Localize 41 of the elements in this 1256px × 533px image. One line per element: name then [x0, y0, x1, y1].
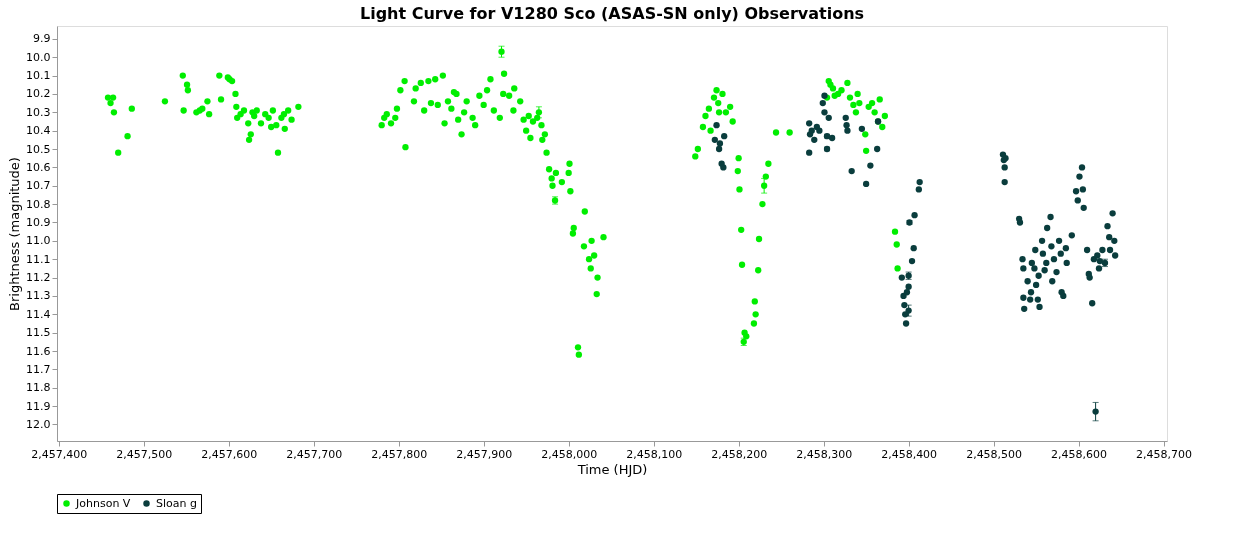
y-tick-label: 10.0 [26, 50, 51, 64]
x-tick-label: 2,458,700 [1136, 447, 1193, 461]
x-tick-label: 2,458,400 [881, 447, 938, 461]
y-tick-label: 11.5 [26, 326, 51, 340]
y-tick-label: 11.0 [26, 234, 51, 248]
x-axis-title: Time (HJD) [576, 461, 648, 477]
y-tick-label: 10.6 [26, 160, 51, 174]
legend-label: Johnson V [75, 496, 131, 510]
x-tick-label: 2,458,200 [711, 447, 768, 461]
y-tick-label: 11.9 [26, 399, 51, 413]
y-tick-label: 11.4 [26, 307, 51, 321]
y-tick-label: 11.8 [26, 381, 51, 395]
x-tick-label: 2,458,500 [966, 447, 1023, 461]
x-tick-label: 2,457,500 [116, 447, 173, 461]
legend-label: Sloan g [156, 496, 197, 510]
y-tick-label: 11.6 [26, 344, 51, 358]
x-tick-label: 2,458,600 [1051, 447, 1108, 461]
y-tick-label: 12.0 [26, 417, 51, 431]
y-tick-label: 10.1 [26, 69, 51, 83]
y-tick-label: 10.3 [26, 105, 51, 119]
y-tick-label: 9.9 [33, 32, 51, 46]
y-axis-title: Brightness (magnitude) [7, 157, 23, 311]
y-tick-label: 10.5 [26, 142, 51, 156]
y-tick-label: 10.8 [26, 197, 51, 211]
chart-title: Light Curve for V1280 Sco (ASAS-SN only) Observations [359, 4, 865, 23]
y-tick-label: 11.1 [26, 252, 51, 266]
y-tick-label: 11.2 [26, 271, 51, 285]
x-tick-label: 2,457,800 [371, 447, 428, 461]
x-tick-label: 2,458,000 [541, 447, 598, 461]
x-tick-label: 2,457,400 [31, 447, 88, 461]
y-tick-label: 10.9 [26, 215, 51, 229]
y-tick-label: 11.3 [26, 289, 51, 303]
y-tick-label: 11.7 [26, 362, 51, 376]
x-tick-label: 2,457,900 [456, 447, 513, 461]
y-tick-label: 10.7 [26, 179, 51, 193]
y-tick-label: 10.4 [26, 124, 51, 138]
x-tick-label: 2,457,600 [201, 447, 258, 461]
x-tick-label: 2,458,300 [796, 447, 853, 461]
x-tick-label: 2,457,700 [286, 447, 343, 461]
y-tick-label: 10.2 [26, 87, 51, 101]
x-tick-label: 2,458,100 [626, 447, 683, 461]
